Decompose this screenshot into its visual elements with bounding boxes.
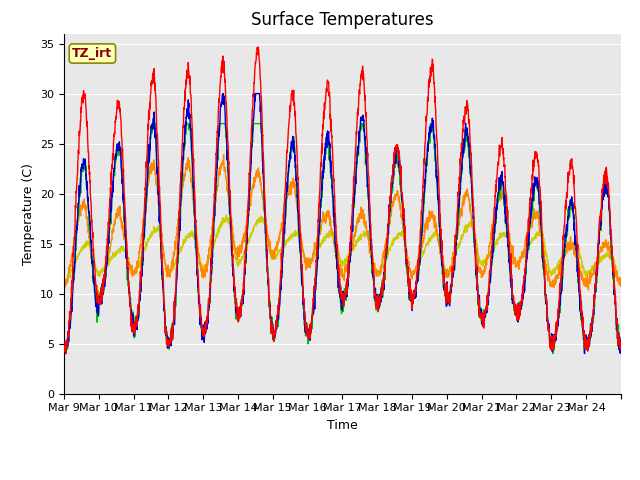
Text: TZ_irt: TZ_irt [72,47,113,60]
X-axis label: Time: Time [327,419,358,432]
Title: Surface Temperatures: Surface Temperatures [251,11,434,29]
Legend: IRT Ground, IRT Canopy, Floor Tair, Tower TAir, TsoilD_2cm: IRT Ground, IRT Canopy, Floor Tair, Towe… [119,477,566,480]
Y-axis label: Temperature (C): Temperature (C) [22,163,35,264]
